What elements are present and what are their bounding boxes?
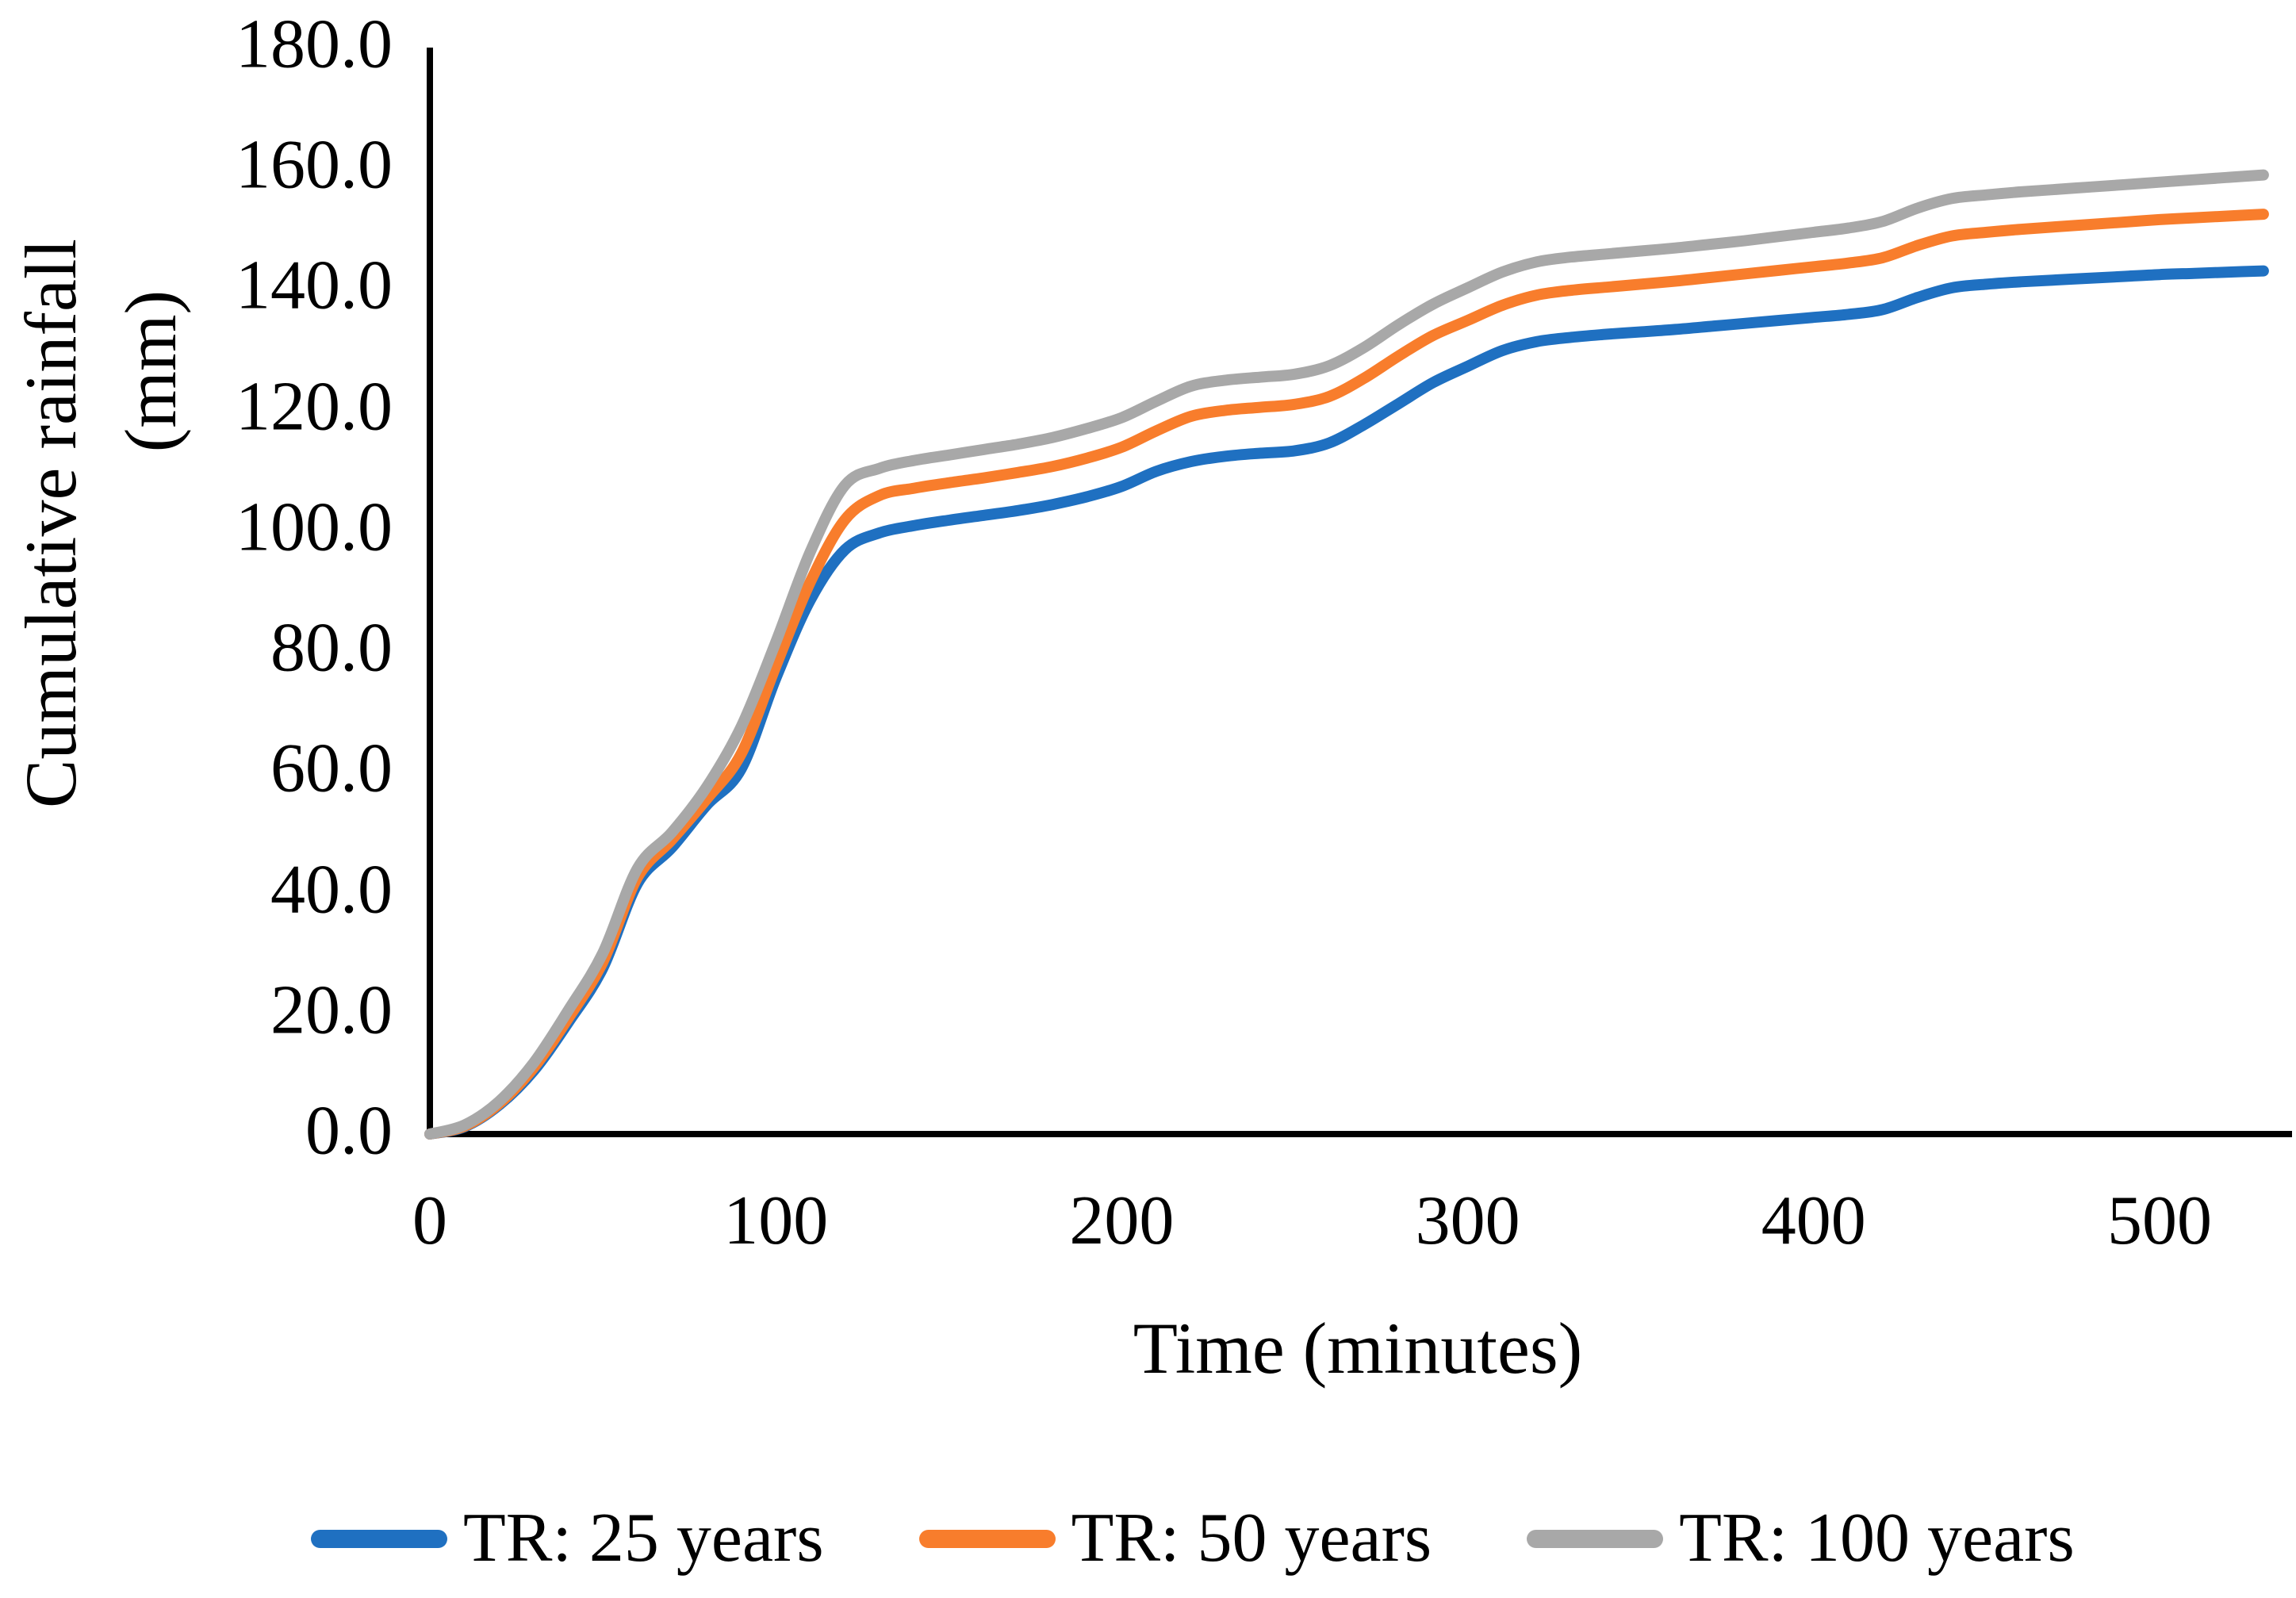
legend-label: TR: 25 years	[463, 1500, 824, 1577]
legend-label: TR: 100 years	[1679, 1500, 2075, 1577]
x-tick-label: 0	[412, 1182, 447, 1259]
y-tick-label: 140.0	[236, 247, 393, 324]
x-tick-label: 400	[1761, 1182, 1866, 1259]
y-axis-title-line2: (mm)	[110, 289, 191, 453]
y-tick-label: 40.0	[270, 851, 393, 929]
x-tick-label: 300	[1415, 1182, 1520, 1259]
y-tick-label: 100.0	[236, 489, 393, 566]
y-tick-label: 180.0	[236, 6, 393, 83]
y-tick-label: 60.0	[270, 730, 393, 807]
y-axis-title-line1: Cumulative rainfall	[10, 239, 91, 808]
legend-item: TR: 100 years	[1527, 1504, 2075, 1573]
legend-label: TR: 50 years	[1071, 1500, 1432, 1577]
legend-swatch	[918, 1529, 1056, 1548]
x-tick-label: 200	[1069, 1182, 1175, 1259]
series-line-tr-50-years	[424, 209, 2269, 1140]
legend-item: TR: 50 years	[918, 1500, 1432, 1577]
legend-swatch	[311, 1529, 447, 1548]
y-tick-label: 120.0	[236, 368, 393, 446]
legend-swatch	[1527, 1529, 1664, 1548]
y-tick-label: 160.0	[236, 126, 393, 204]
y-tick-label: 80.0	[270, 609, 393, 687]
series-line-tr-25-years	[424, 265, 2269, 1140]
x-tick-label: 500	[2107, 1182, 2212, 1259]
y-tick-label: 20.0	[270, 971, 393, 1049]
series-line-tr-100-years	[424, 169, 2269, 1140]
y-tick-label: 0.0	[305, 1092, 393, 1170]
x-tick-label: 100	[723, 1182, 829, 1259]
x-axis-title: Time (minutes)	[1133, 1308, 1583, 1389]
axis-lines	[427, 48, 2292, 1137]
legend-item: TR: 25 years	[311, 1504, 824, 1573]
chart-legend: TR: 25 years TR: 50 years TR: 100 years	[311, 1504, 2075, 1573]
